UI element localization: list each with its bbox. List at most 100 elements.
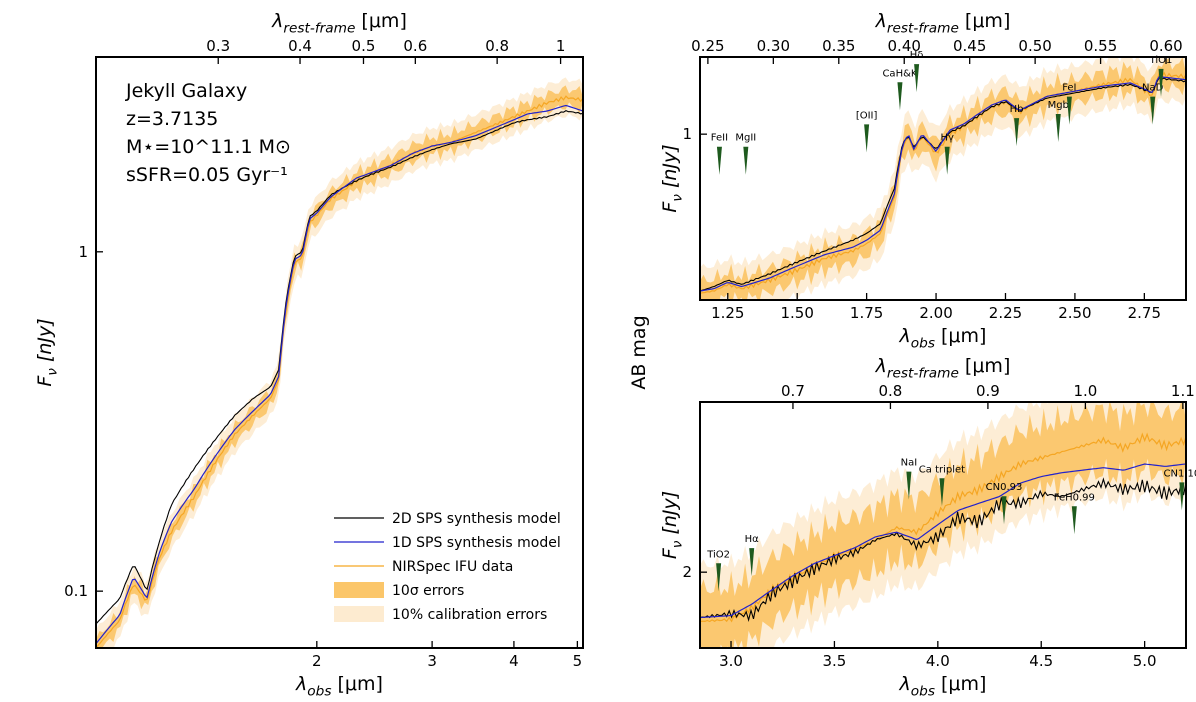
legend-swatch [334,582,384,598]
line-marker-label: Hγ [940,133,954,144]
x-tick-label: 1.50 [780,304,813,322]
x-tick-label: 2.00 [919,304,952,322]
line-marker [944,146,950,175]
x-tick-label: 3 [427,652,437,670]
y-tick-label: 1 [78,243,88,261]
top-x-tick-label: 0.60 [1149,37,1182,55]
top-x-tick-label: 0.3 [206,37,230,55]
top-x-tick-label: 0.35 [822,37,855,55]
line-marker-label: Hα [745,534,760,545]
top-x-tick-label: 1 [556,37,566,55]
sps-2d-model-line [700,477,1186,622]
y-axis-title: Fν [nJy] [659,491,686,559]
top-x-axis-title: λrest-frame [μm] [875,10,1011,37]
calibration-error-band [700,57,1186,300]
x-tick-label: 5 [573,652,583,670]
top-x-axis-title: λrest-frame [μm] [875,355,1011,382]
x-tick-label: 4.0 [926,652,950,670]
annotation-line: M⋆=10^11.1 M⊙ [126,136,291,158]
line-marker-label: FeI [1062,83,1076,94]
sps-1d-model-line [700,463,1186,619]
x-tick-label: 5.0 [1133,652,1157,670]
x-tick-label: 3.5 [822,652,846,670]
nirspec-ifu-data-line [700,71,1186,294]
top-x-tick-label: 0.8 [878,382,902,400]
line-marker-label: FeH0.99 [1054,492,1095,503]
line-marker [1150,96,1156,125]
top-x-axis-title: λrest-frame [μm] [271,10,407,37]
plot-area-1 [96,77,583,648]
top-x-tick-label: 0.6 [403,37,427,55]
line-marker [939,478,945,507]
top-x-tick-label: 0.30 [757,37,790,55]
line-marker-label: FeII [711,133,728,144]
legend-entry: 1D SPS synthesis model [392,535,561,551]
panel-frame [699,56,1187,301]
x-tick-label: 4 [509,652,519,670]
top-x-tick-label: 0.40 [888,37,921,55]
x-tick-label: 2 [312,652,322,670]
panel-frame [95,56,584,649]
top-x-tick-label: 0.9 [976,382,1000,400]
x-tick-label: 2.75 [1128,304,1161,322]
line-marker-label: NaD [1142,83,1164,94]
line-marker [897,82,903,111]
line-marker [749,548,755,577]
top-x-tick-label: 0.50 [1018,37,1051,55]
line-marker-label: Hδ [910,50,924,61]
line-marker [1055,114,1061,143]
plot-area-2 [700,57,1186,300]
legend-entry: NIRSpec IFU data [392,559,513,575]
sigma-error-band [700,402,1186,648]
top-x-tick-label: 0.5 [352,37,376,55]
line-marker-label: MgII [735,133,756,144]
top-x-tick-label: 0.8 [485,37,509,55]
panel-frame [699,401,1187,649]
x-tick-label: 1.75 [850,304,883,322]
y-tick-label: 2 [682,563,692,581]
top-x-tick-label: 0.4 [288,37,312,55]
line-marker-label: TiO2 [706,549,730,560]
y-tick-label: 0.1 [64,582,88,600]
line-marker [716,563,722,592]
line-marker-label: Ca triplet [919,464,965,475]
line-marker [914,64,920,93]
panel-2: 1.25 1.50 1.75 2.00 2.25 2.50 2.75 0.25 0.30 0.35… [659,10,1187,352]
top-x-tick-label: 1.1 [1171,382,1195,400]
panel-1: 2 3 4 5 0.3 0.4 0.5 0.6 0.8 1 0.1 1 λobs [μm] λrest-f… [34,10,650,700]
top-x-tick-label: 1.0 [1073,382,1097,400]
x-axis-title: λobs [μm] [295,673,383,700]
line-marker-label: CaH&K [882,68,917,79]
y-axis-title: Fν [nJy] [659,144,686,212]
line-marker-label: NaI [901,458,918,469]
line-marker [906,471,912,500]
line-marker [1066,96,1072,125]
line-marker-label: TiO1 [1149,55,1173,66]
top-x-tick-label: 0.55 [1084,37,1117,55]
line-marker [1179,482,1185,511]
line-marker-label: CN0.93 [986,482,1023,493]
panel-3: 3.0 3.5 4.0 4.5 5.0 0.7 0.8 0.9 1.0 1.1 2 λobs [μm]… [659,355,1196,700]
line-marker [1001,496,1007,525]
line-marker [864,124,870,153]
x-axis-title: λobs [μm] [899,673,987,700]
legend-swatch [334,606,384,622]
legend-entry: 2D SPS synthesis model [392,511,561,527]
y-tick-label: 1 [682,125,692,143]
line-marker-label: [OII] [856,110,878,121]
legend-entry: 10% calibration errors [392,607,547,623]
x-tick-label: 1.25 [711,304,744,322]
sps-1d-model-line [96,104,583,645]
top-x-tick-label: 0.7 [781,382,805,400]
nirspec-ifu-data-line [96,95,583,648]
line-marker [1071,506,1077,535]
line-marker [1158,68,1164,97]
legend-entry: 10σ errors [392,583,464,599]
annotation-line: z=3.7135 [126,108,218,130]
line-marker [716,146,722,175]
annotation-line: sSFR=0.05 Gyr⁻¹ [126,164,288,186]
right-y-axis-title: AB mag [628,315,650,389]
sigma-error-band [96,85,583,648]
y-axis-title: Fν [nJy] [34,318,61,386]
